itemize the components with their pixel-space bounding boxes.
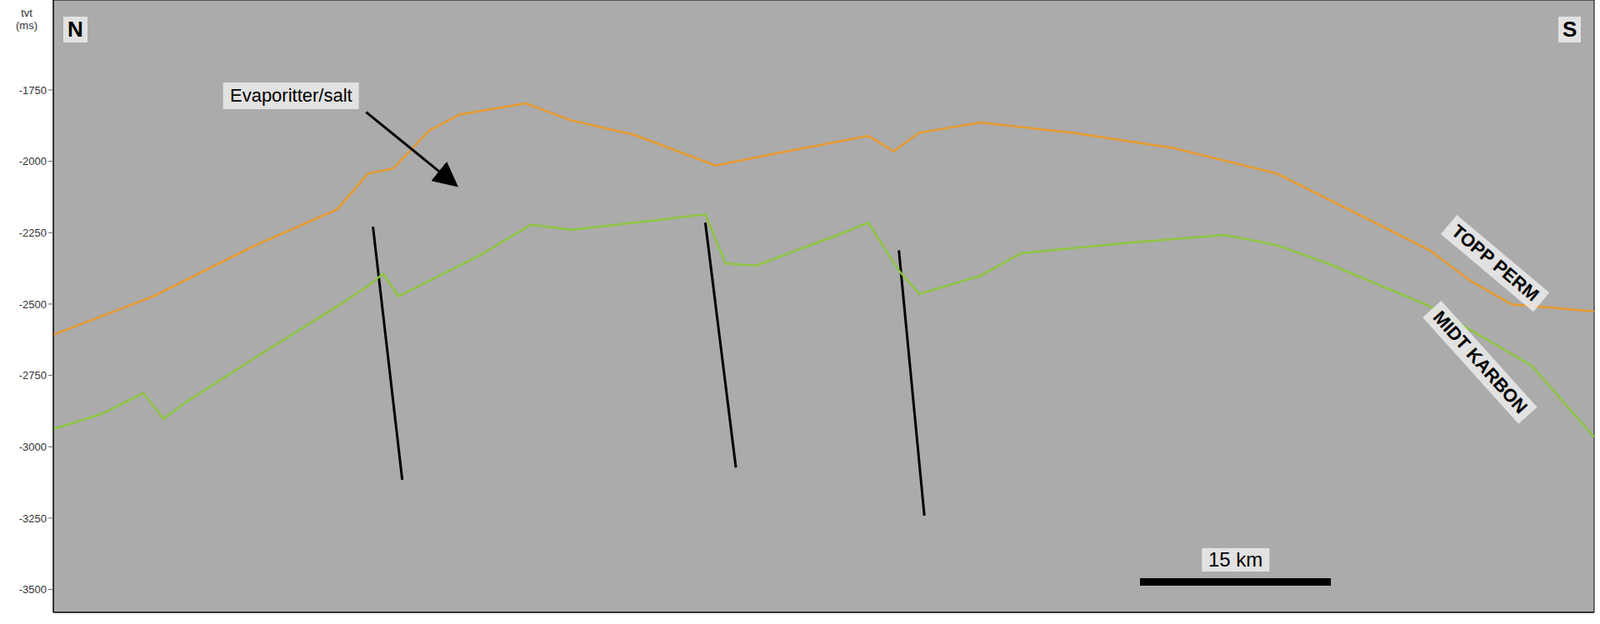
svg-text:-3000: -3000 — [19, 440, 47, 454]
html-text:Evaporitter/salt: Evaporitter/salt — [230, 84, 353, 106]
svg-text:-2500: -2500 — [19, 298, 47, 311]
html-text:15 km: 15 km — [1208, 548, 1263, 571]
html-text:N: N — [67, 16, 84, 42]
svg-text:-2750: -2750 — [19, 369, 47, 382]
svg-text:-3500: -3500 — [19, 583, 47, 596]
html-text:TOPP PERM: TOPP PERM — [1447, 220, 1544, 306]
svg-text:-2000: -2000 — [19, 155, 47, 168]
svg-text:-3250: -3250 — [19, 512, 47, 525]
html-text:MIDT KARBON: MIDT KARBON — [1428, 306, 1532, 418]
svg-text:-1750: -1750 — [19, 84, 47, 97]
html-text:tvt: tvt — [20, 6, 33, 20]
svg-text:-2250: -2250 — [19, 226, 47, 240]
html-text:(ms): (ms) — [15, 19, 38, 32]
html-text:S: S — [1562, 16, 1577, 42]
